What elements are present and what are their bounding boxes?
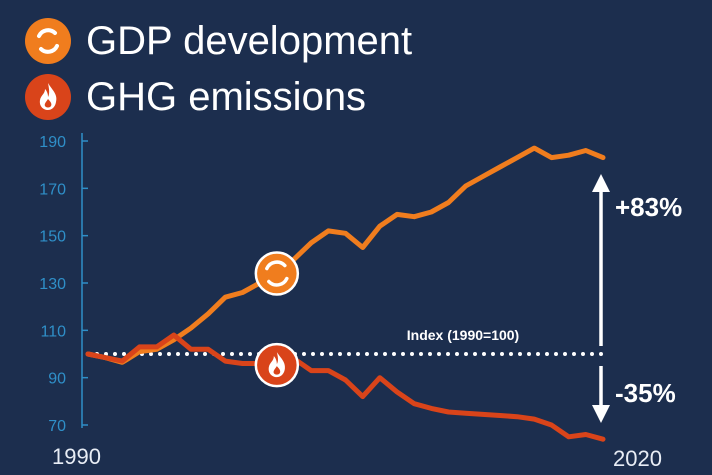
y-tick-label: 170 bbox=[39, 181, 66, 198]
gdp-change-label: +83% bbox=[615, 192, 682, 222]
y-tick-label: 190 bbox=[39, 134, 66, 151]
x-axis-tick-labels: 1990 2020 bbox=[52, 444, 662, 471]
x-tick-label-start: 1990 bbox=[52, 444, 101, 469]
x-tick-label-end: 2020 bbox=[613, 446, 662, 471]
y-tick-label: 110 bbox=[40, 323, 66, 340]
y-tick-label: 150 bbox=[39, 229, 66, 246]
annotations: +83% -35% bbox=[592, 174, 682, 423]
legend-label-gdp: GDP development bbox=[86, 19, 413, 63]
y-tick-label: 90 bbox=[48, 371, 66, 388]
arrow-up-icon bbox=[592, 174, 610, 192]
arrow-down-icon bbox=[592, 405, 610, 423]
legend-item-gdp: GDP development bbox=[24, 16, 412, 66]
ghg-change-label: -35% bbox=[615, 378, 676, 408]
gdp-series-line bbox=[85, 145, 606, 365]
refresh-cycle-icon bbox=[254, 251, 300, 296]
legend-item-ghg: GHG emissions bbox=[24, 72, 366, 122]
series-markers bbox=[254, 251, 300, 388]
y-tick-label: 130 bbox=[39, 276, 66, 293]
reference-line-group: Index (1990=100) bbox=[86, 327, 605, 356]
series-group bbox=[85, 145, 606, 442]
legend-label-ghg: GHG emissions bbox=[86, 75, 367, 119]
flame-icon bbox=[25, 74, 71, 120]
refresh-cycle-icon bbox=[25, 18, 71, 64]
ghg-series-line bbox=[85, 332, 606, 442]
flame-icon bbox=[254, 342, 300, 388]
reference-line-label: Index (1990=100) bbox=[407, 327, 519, 343]
y-tick-label: 70 bbox=[48, 418, 66, 435]
y-axis: 70 90 110 130 150 170 190 bbox=[39, 133, 88, 435]
